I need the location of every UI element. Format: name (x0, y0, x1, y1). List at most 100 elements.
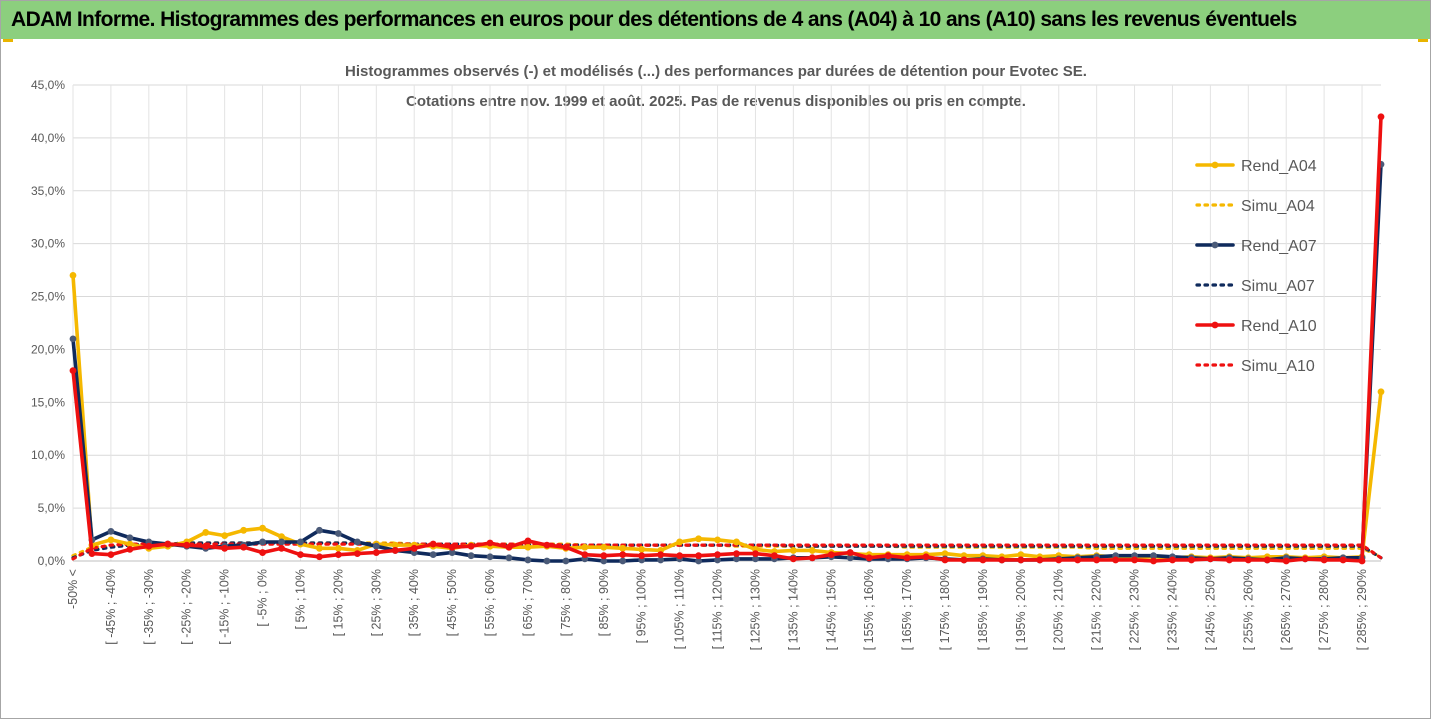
data-point (998, 556, 1006, 564)
data-point (69, 272, 77, 279)
y-tick-label: 5,0% (38, 501, 66, 515)
x-tick-label: [ 185% ; 190% (976, 569, 990, 650)
y-tick-label: 35,0% (31, 184, 65, 198)
data-point (789, 547, 797, 554)
data-point (202, 542, 210, 550)
x-tick-label: [ 15% ; 20% (331, 569, 345, 636)
y-tick-label: 25,0% (31, 290, 65, 304)
x-tick-label: [ 35% ; 40% (407, 569, 421, 636)
data-point (714, 551, 721, 559)
data-point (543, 557, 551, 565)
x-tick-label: [ 215% ; 220% (1090, 569, 1104, 650)
data-point (448, 549, 456, 556)
x-tick-label: [ 205% ; 210% (1052, 569, 1066, 650)
data-point (429, 540, 437, 548)
data-point (657, 551, 665, 559)
data-point (69, 367, 77, 374)
data-point (695, 535, 702, 543)
data-point (505, 554, 513, 562)
legend-label: Simu_A10 (1241, 358, 1315, 375)
series-line (71, 273, 1383, 560)
legend-label: Rend_A07 (1241, 238, 1317, 255)
y-tick-label: 0,0% (38, 554, 66, 568)
data-point (88, 550, 96, 557)
legend-label: Simu_A07 (1241, 278, 1315, 295)
data-point (69, 335, 77, 343)
x-tick-label: [ 75% ; 80% (559, 569, 573, 636)
legend: Rend_A04 Simu_A04 Rend_A07 Simu_A07 Rend_A10… (1195, 158, 1317, 375)
data-point (562, 543, 570, 551)
data-point (1017, 556, 1025, 564)
data-point (979, 556, 987, 564)
x-tick-label: [ 25% ; 30% (369, 569, 383, 636)
y-tick-label: 10,0% (31, 448, 65, 462)
data-point (733, 538, 740, 546)
data-point (410, 544, 418, 552)
x-tick-label: [ 115% ; 120% (711, 569, 725, 649)
x-tick-label: [ 175% ; 180% (938, 569, 952, 650)
data-point (941, 550, 949, 557)
x-tick-label: [ 245% ; 250% (1203, 569, 1217, 650)
data-point (752, 555, 759, 563)
data-point (865, 554, 873, 562)
series-line (71, 542, 1383, 561)
data-point (183, 541, 191, 549)
x-tick-label: [ 195% ; 200% (1014, 569, 1028, 650)
data-point (145, 542, 153, 550)
data-point (638, 545, 646, 553)
x-tick-label: [ 145% ; 150% (824, 569, 838, 650)
data-point (316, 544, 323, 552)
data-point (884, 552, 892, 560)
series-Rend_A07 (69, 160, 1385, 565)
x-tick-label: [ 55% ; 60% (483, 569, 497, 636)
x-tick-label: [ 45% ; 50% (445, 569, 459, 636)
y-tick-label: 20,0% (31, 342, 65, 356)
data-point (1339, 556, 1347, 564)
data-point (714, 556, 721, 564)
data-point (372, 549, 380, 556)
data-point (107, 527, 115, 535)
data-point (619, 544, 627, 552)
legend-marker (1211, 161, 1219, 169)
data-point (543, 541, 551, 549)
data-point (334, 530, 342, 537)
data-point (1244, 556, 1252, 564)
data-point (922, 553, 930, 561)
data-point (619, 551, 627, 559)
legend-item: Rend_A10 (1195, 318, 1317, 335)
data-point (1301, 555, 1309, 563)
data-point (600, 557, 608, 565)
data-point (126, 545, 134, 553)
chart-grid (72, 84, 1381, 562)
legend-label: Simu_A04 (1241, 198, 1315, 215)
data-point (752, 550, 759, 557)
data-point (827, 551, 835, 559)
data-point (1074, 556, 1082, 564)
data-point (391, 547, 399, 554)
data-point (164, 540, 172, 548)
series-Rend_A10 (69, 113, 1385, 565)
data-point (581, 543, 589, 551)
data-point (316, 526, 323, 534)
corner-marker-left (3, 39, 13, 42)
data-point (638, 552, 646, 560)
report-title: ADAM Informe. Histogrammes des performan… (11, 8, 1297, 31)
data-point (505, 543, 513, 551)
x-tick-label: [ -25% ; -20% (180, 569, 194, 645)
data-point (808, 547, 816, 554)
data-point (600, 552, 608, 560)
x-tick-label: [ 125% ; 130% (748, 569, 762, 650)
data-point (808, 554, 816, 562)
data-point (1055, 556, 1063, 564)
chart-title: Histogrammes observés (-) et modélisés (… (345, 63, 1087, 80)
y-tick-label: 15,0% (31, 395, 65, 409)
data-point (126, 534, 134, 542)
plot-area (69, 113, 1385, 565)
data-point (1282, 557, 1290, 565)
data-point (259, 549, 266, 556)
data-point (221, 532, 229, 540)
legend-item: Simu_A04 (1195, 198, 1315, 215)
data-point (1320, 556, 1328, 564)
data-point (1093, 556, 1101, 564)
y-axis: 0,0% 5,0% 10,0% 15,0% 20,0% 25,0% 30,0% 35,0% 40… (31, 78, 65, 568)
